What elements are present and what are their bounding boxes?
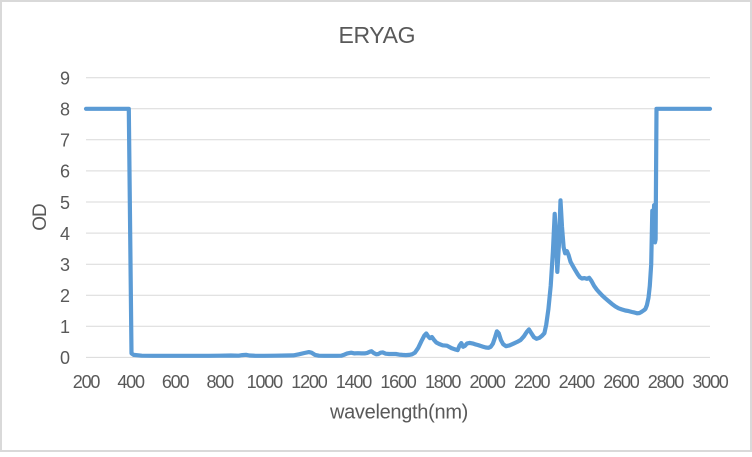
svg-text:8: 8 (60, 100, 70, 120)
svg-text:1800: 1800 (425, 372, 461, 392)
svg-text:OD: OD (30, 204, 51, 231)
svg-text:2600: 2600 (603, 372, 639, 392)
svg-text:5: 5 (60, 193, 70, 213)
svg-text:800: 800 (206, 372, 234, 392)
svg-text:2400: 2400 (559, 372, 595, 392)
svg-text:3000: 3000 (692, 372, 728, 392)
svg-text:9: 9 (60, 69, 70, 89)
svg-text:3: 3 (60, 255, 70, 275)
svg-text:4: 4 (60, 224, 70, 244)
svg-text:1200: 1200 (291, 372, 327, 392)
svg-text:wavelength(nm): wavelength(nm) (329, 402, 468, 424)
svg-text:1: 1 (60, 317, 70, 337)
svg-text:1400: 1400 (336, 372, 372, 392)
svg-text:1000: 1000 (247, 372, 283, 392)
svg-text:400: 400 (117, 372, 145, 392)
svg-text:2800: 2800 (648, 372, 684, 392)
svg-text:2000: 2000 (469, 372, 505, 392)
svg-text:0: 0 (60, 348, 70, 368)
svg-text:600: 600 (162, 372, 190, 392)
svg-text:7: 7 (60, 131, 70, 151)
svg-text:6: 6 (60, 162, 70, 182)
svg-text:1600: 1600 (380, 372, 416, 392)
svg-text:2200: 2200 (514, 372, 550, 392)
svg-text:2: 2 (60, 286, 70, 306)
svg-text:200: 200 (73, 372, 101, 392)
svg-text:ERYAG: ERYAG (338, 22, 415, 48)
